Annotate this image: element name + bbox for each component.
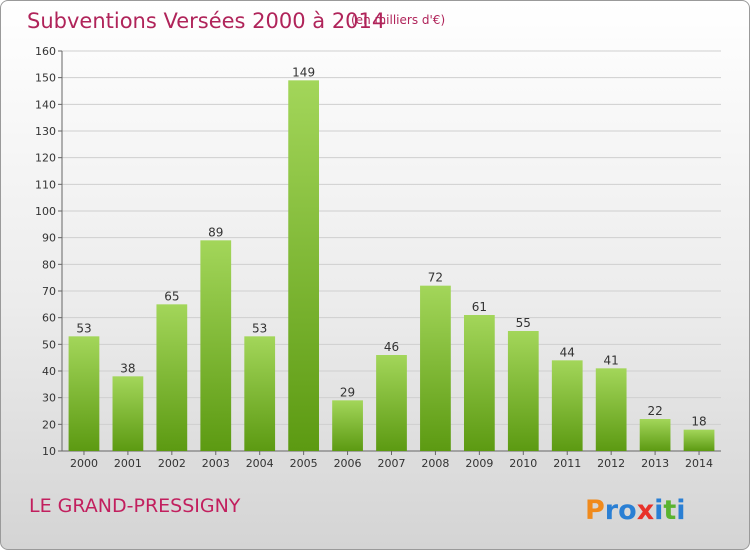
bar	[288, 80, 320, 451]
value-label: 53	[252, 321, 267, 335]
value-label: 72	[428, 271, 443, 285]
y-tick-label: 80	[42, 258, 56, 271]
x-tick-label: 2010	[509, 457, 537, 470]
bar	[200, 240, 232, 451]
x-tick-label: 2009	[465, 457, 493, 470]
bar	[551, 360, 583, 451]
logo-letter: r	[605, 495, 619, 526]
bar	[420, 285, 451, 451]
y-tick-label: 60	[42, 312, 56, 325]
y-tick-label: 70	[42, 285, 56, 298]
bar	[376, 355, 407, 451]
bar	[68, 336, 100, 451]
bar	[332, 400, 363, 451]
x-tick-label: 2008	[421, 457, 449, 470]
y-tick-label: 120	[35, 152, 56, 165]
bar	[507, 331, 539, 451]
logo-letter: o	[618, 495, 637, 526]
y-tick-label: 30	[42, 392, 56, 405]
logo-letter: i	[654, 495, 663, 526]
value-label: 65	[164, 289, 179, 303]
bar	[463, 315, 495, 451]
x-tick-label: 2000	[70, 457, 98, 470]
x-tick-label: 2006	[334, 457, 362, 470]
bar	[244, 336, 276, 451]
y-tick-label: 140	[35, 98, 56, 111]
y-tick-label: 130	[35, 125, 56, 138]
logo-letter: i	[676, 495, 685, 526]
chart-title: Subventions Versées 2000 à 2014	[27, 9, 386, 33]
logo-letter: P	[585, 495, 605, 526]
x-tick-label: 2011	[553, 457, 581, 470]
x-tick-label: 2001	[114, 457, 142, 470]
value-label: 46	[384, 340, 399, 354]
x-tick-label: 2002	[158, 457, 186, 470]
x-tick-label: 2013	[641, 457, 669, 470]
x-tick-label: 2003	[202, 457, 230, 470]
commune-name: LE GRAND-PRESSIGNY	[29, 495, 241, 517]
y-tick-label: 100	[35, 205, 56, 218]
bar	[639, 419, 671, 451]
bar	[112, 376, 144, 451]
value-label: 149	[292, 65, 315, 79]
value-label: 29	[340, 385, 355, 399]
value-label: 38	[120, 361, 135, 375]
y-tick-label: 50	[42, 338, 56, 351]
value-label: 41	[604, 353, 619, 367]
logo-letter: t	[663, 495, 676, 526]
x-tick-label: 2014	[685, 457, 713, 470]
value-label: 44	[560, 345, 575, 359]
unit-note: (en milliers d'€)	[351, 13, 446, 27]
bar	[156, 304, 188, 451]
y-tick-label: 110	[35, 178, 56, 191]
x-tick-label: 2007	[378, 457, 406, 470]
y-tick-label: 40	[42, 365, 56, 378]
logo-letter: x	[637, 495, 654, 526]
value-label: 89	[208, 225, 223, 239]
value-label: 22	[647, 404, 662, 418]
y-tick-label: 20	[42, 418, 56, 431]
y-tick-label: 160	[35, 45, 56, 58]
y-tick-label: 90	[42, 232, 56, 245]
proxiti-logo: Proxiti	[585, 495, 686, 526]
value-label: 53	[76, 321, 91, 335]
value-label: 61	[472, 300, 487, 314]
x-tick-label: 2005	[290, 457, 318, 470]
x-tick-label: 2012	[597, 457, 625, 470]
y-tick-label: 150	[35, 72, 56, 85]
value-label: 18	[691, 415, 706, 429]
y-tick-label: 10	[42, 445, 56, 458]
bar	[683, 429, 715, 451]
value-label: 55	[516, 316, 531, 330]
x-tick-label: 2004	[246, 457, 274, 470]
bar	[595, 368, 627, 451]
logo-text: Proxiti	[585, 495, 686, 526]
